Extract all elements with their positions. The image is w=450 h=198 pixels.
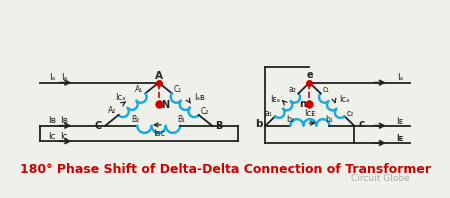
Text: b₁: b₁: [325, 115, 333, 124]
Text: Iʙᴄ: Iʙᴄ: [153, 129, 165, 138]
Text: c₂: c₂: [347, 109, 354, 118]
Text: Iₐ: Iₐ: [49, 73, 55, 82]
Text: b₂: b₂: [286, 115, 294, 124]
Text: A: A: [155, 71, 162, 81]
Text: C: C: [94, 121, 102, 131]
Text: 180° Phase Shift of Delta-Delta Connection of Transformer: 180° Phase Shift of Delta-Delta Connecti…: [19, 163, 431, 176]
Text: Iᴄₐ: Iᴄₐ: [115, 93, 125, 102]
Text: C₂: C₂: [201, 107, 209, 116]
Text: A₂: A₂: [108, 106, 117, 115]
Text: Iᴄ: Iᴄ: [60, 131, 68, 141]
Text: Iₐ: Iₐ: [61, 73, 67, 82]
Text: Iₐ: Iₐ: [397, 73, 403, 82]
Text: Iᴄᴇ: Iᴄᴇ: [304, 109, 315, 118]
Text: Iᴄ: Iᴄ: [48, 131, 56, 141]
Text: Iʙ: Iʙ: [60, 116, 68, 125]
Text: Iᴇ: Iᴇ: [396, 134, 404, 143]
Text: c₁: c₁: [323, 86, 330, 94]
Text: a₂: a₂: [288, 85, 297, 94]
Text: b: b: [255, 119, 262, 129]
Text: Iᴇ: Iᴇ: [396, 134, 404, 143]
Text: B₁: B₁: [178, 115, 186, 124]
Text: n: n: [299, 99, 306, 109]
Text: Iᴇₐ: Iᴇₐ: [270, 95, 280, 104]
Text: B₂: B₂: [131, 115, 140, 124]
Text: A₁: A₁: [135, 85, 144, 94]
Text: Iʙ: Iʙ: [48, 116, 56, 125]
Text: C₁: C₁: [174, 85, 182, 94]
Text: Circuit Globe: Circuit Globe: [351, 174, 410, 183]
Text: N: N: [162, 100, 170, 110]
Text: a₁: a₁: [265, 109, 272, 118]
Text: Iᴄₐ: Iᴄₐ: [339, 95, 350, 104]
Text: c: c: [358, 119, 364, 129]
Text: B: B: [215, 121, 223, 131]
Text: Iₐʙ: Iₐʙ: [194, 93, 205, 102]
Text: e: e: [306, 70, 313, 80]
Text: Iᴇ: Iᴇ: [396, 117, 404, 126]
